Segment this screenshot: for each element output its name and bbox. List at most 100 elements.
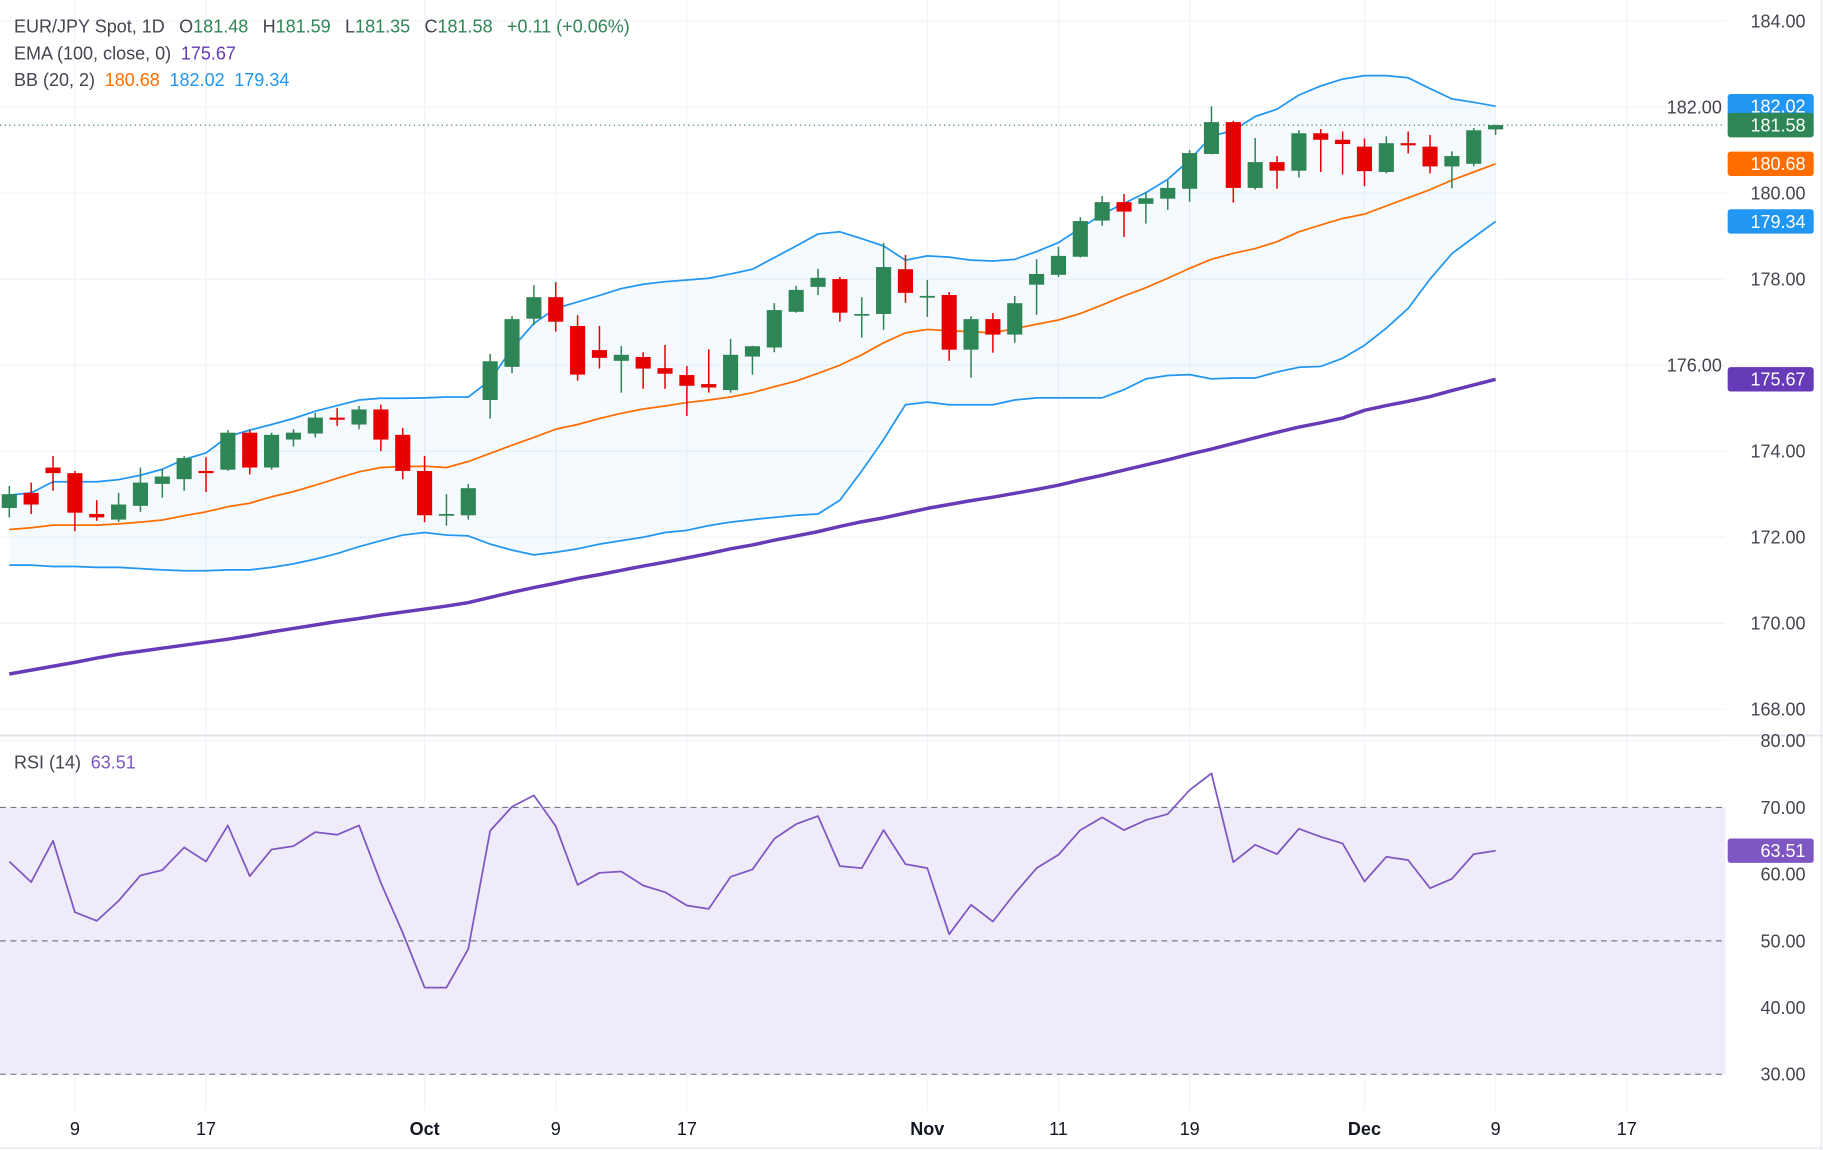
candle[interactable] xyxy=(1291,130,1307,178)
candle-body xyxy=(657,368,673,374)
candle[interactable] xyxy=(1313,128,1329,172)
rsi-legend[interactable]: RSI (14) 63.51 xyxy=(14,753,136,773)
candle[interactable] xyxy=(526,285,542,326)
candle-body xyxy=(1225,122,1241,188)
candle[interactable] xyxy=(264,432,280,470)
rsi-axis[interactable]: 80.00 70.00 60.00 50.00 40.00 30.00 xyxy=(1760,731,1805,1085)
candle[interactable] xyxy=(1,486,17,518)
candle[interactable] xyxy=(788,285,804,313)
ema-100-line xyxy=(8,377,1497,676)
candle[interactable] xyxy=(963,316,979,378)
candle[interactable] xyxy=(1466,128,1482,167)
candle[interactable] xyxy=(854,297,870,338)
candle[interactable] xyxy=(919,279,935,317)
candle[interactable] xyxy=(1400,131,1416,154)
candle[interactable] xyxy=(613,346,629,393)
candle[interactable] xyxy=(1138,192,1154,224)
price-tag-label: 175.67 xyxy=(1750,370,1805,390)
candle[interactable] xyxy=(897,255,914,303)
candle[interactable] xyxy=(591,326,608,369)
candle[interactable] xyxy=(832,276,848,322)
candle[interactable] xyxy=(1335,131,1351,175)
bb-upper-value: 182.02 xyxy=(170,70,225,90)
candle[interactable] xyxy=(570,315,586,381)
candle[interactable] xyxy=(876,242,892,330)
price-tag-label: 180.68 xyxy=(1750,154,1805,174)
candle[interactable] xyxy=(45,455,61,491)
candle[interactable] xyxy=(1182,150,1198,202)
candle[interactable] xyxy=(985,313,1001,353)
high-label: H xyxy=(263,17,276,37)
candle[interactable] xyxy=(1444,151,1460,189)
open-label: O xyxy=(179,17,193,37)
candle[interactable] xyxy=(1160,180,1176,210)
candle-body xyxy=(1050,255,1067,275)
price-tag-box xyxy=(1727,838,1814,863)
candle[interactable] xyxy=(701,349,717,393)
high-value: 181.59 xyxy=(276,17,331,37)
low-value: 181.35 xyxy=(355,17,410,37)
candle[interactable] xyxy=(1007,295,1023,343)
rsi-axis-label: 40.00 xyxy=(1760,998,1805,1018)
ema-value: 175.67 xyxy=(181,43,236,63)
candle[interactable] xyxy=(1116,193,1132,237)
candle[interactable] xyxy=(766,303,782,353)
rsi-pane[interactable] xyxy=(0,772,1726,1075)
candle[interactable] xyxy=(329,408,345,426)
candle[interactable] xyxy=(373,404,389,452)
candle[interactable] xyxy=(1378,136,1394,174)
candle-body xyxy=(1247,162,1263,188)
candle[interactable] xyxy=(482,353,498,419)
price-axis[interactable]: 184.00 182.00 180.00 178.00 176.00 174.00 172.… xyxy=(1667,11,1806,719)
candle-body xyxy=(1488,125,1504,130)
candle[interactable] xyxy=(1029,259,1045,315)
candle[interactable] xyxy=(1488,124,1504,136)
candle[interactable] xyxy=(1225,120,1241,203)
candle[interactable] xyxy=(417,455,433,523)
candle-body xyxy=(1203,122,1220,154)
candle[interactable] xyxy=(220,430,236,471)
candle[interactable] xyxy=(810,268,826,296)
candle[interactable] xyxy=(111,492,127,523)
candle[interactable] xyxy=(242,430,258,475)
candle[interactable] xyxy=(154,468,170,498)
candle[interactable] xyxy=(504,316,520,374)
candle[interactable] xyxy=(1247,138,1263,190)
candle[interactable] xyxy=(548,282,564,332)
rsi-axis-label: 60.00 xyxy=(1760,865,1805,885)
candle[interactable] xyxy=(1422,135,1438,174)
candle[interactable] xyxy=(351,406,367,430)
candle[interactable] xyxy=(460,483,476,520)
candle[interactable] xyxy=(1203,106,1220,155)
candle[interactable] xyxy=(67,470,83,532)
candle[interactable] xyxy=(744,345,761,375)
candle[interactable] xyxy=(941,292,957,361)
candle[interactable] xyxy=(1269,156,1285,189)
candle[interactable] xyxy=(723,338,739,393)
candle[interactable] xyxy=(1094,196,1110,226)
candle[interactable] xyxy=(679,366,695,416)
candle[interactable] xyxy=(1356,138,1373,187)
bb-legend[interactable]: BB (20, 2) 180.68 182.02 179.34 xyxy=(14,70,289,90)
candle[interactable] xyxy=(635,352,651,389)
symbol-legend[interactable]: EUR/JPY Spot, 1D O181.48 H181.59 L181.35… xyxy=(14,17,630,37)
candle[interactable] xyxy=(1072,217,1088,258)
candle[interactable] xyxy=(1050,246,1067,277)
candle[interactable] xyxy=(307,412,323,438)
price-pane[interactable] xyxy=(0,74,1726,676)
candle[interactable] xyxy=(438,494,455,526)
candle-body xyxy=(89,513,105,518)
candle[interactable] xyxy=(657,344,673,389)
candle[interactable] xyxy=(23,482,39,514)
candle[interactable] xyxy=(89,500,105,521)
candle[interactable] xyxy=(198,457,214,493)
ema-legend[interactable]: EMA (100, close, 0) 175.67 xyxy=(14,43,236,63)
candle[interactable] xyxy=(285,429,302,447)
candle-body xyxy=(985,319,1001,335)
candle[interactable] xyxy=(395,427,411,480)
candle[interactable] xyxy=(176,455,192,491)
change-value: +0.11 (+0.06%) xyxy=(507,17,630,37)
time-axis[interactable]: 9 17 Oct 9 17 Nov 11 19 Dec 9 17 xyxy=(70,1119,1637,1139)
candle[interactable] xyxy=(132,467,149,512)
